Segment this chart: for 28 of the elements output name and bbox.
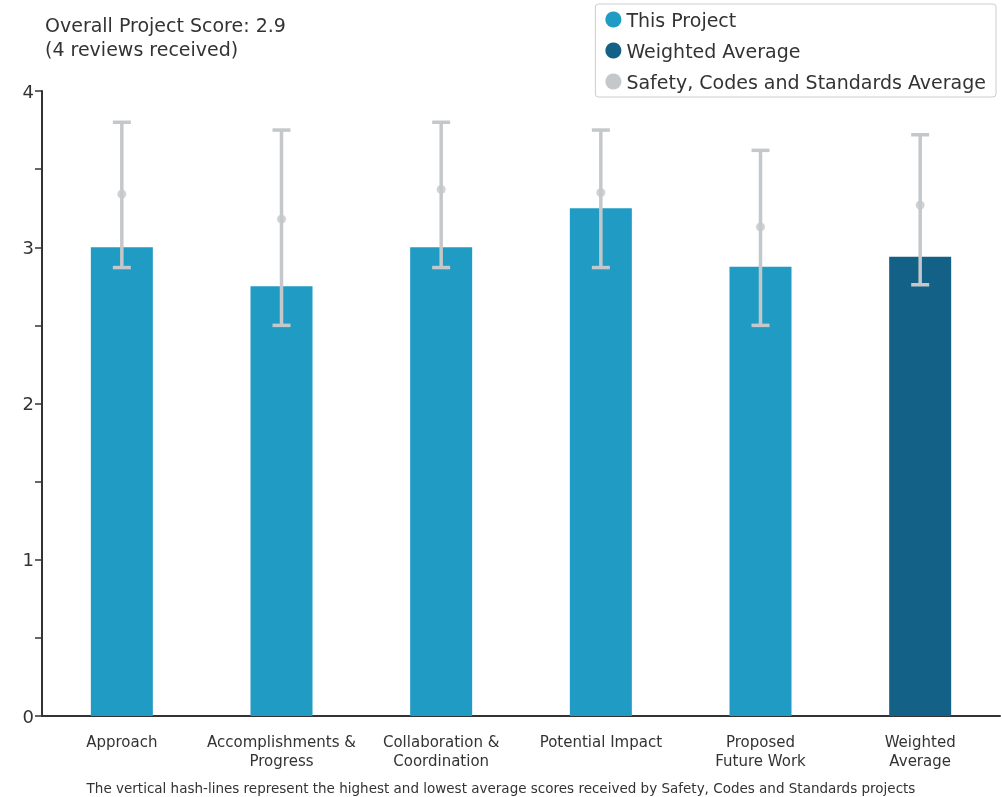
chart-title: Overall Project Score: 2.9 (4 reviews received) bbox=[45, 14, 286, 60]
x-tick-label: Weighted Average bbox=[884, 732, 956, 770]
bar bbox=[250, 286, 313, 716]
y-tick-label: 3 bbox=[22, 236, 34, 258]
text: The vertical hash-lines represent the highest and lowest average scores received by Safety, Codes and Standards projects bbox=[85, 780, 916, 796]
bar bbox=[889, 256, 952, 716]
y-tick-label: 4 bbox=[22, 80, 34, 102]
bar bbox=[569, 208, 632, 716]
legend-label: Weighted Average bbox=[626, 39, 801, 62]
x-tick-label: Potential Impact bbox=[539, 732, 663, 751]
x-tick-label: Proposed Future Work bbox=[715, 732, 807, 770]
legend-label: This Project bbox=[625, 8, 737, 31]
point bbox=[436, 184, 446, 194]
y-tick-label: 1 bbox=[22, 549, 34, 571]
x-tick-label: Approach bbox=[86, 732, 158, 751]
y-tick-label: 2 bbox=[22, 393, 34, 414]
legend-label: Safety, Codes and Standards Average bbox=[626, 70, 987, 93]
point bbox=[277, 214, 286, 224]
y-tick-label: 0 bbox=[22, 705, 34, 727]
bar bbox=[410, 247, 473, 716]
point bbox=[596, 188, 606, 198]
point bbox=[756, 222, 765, 232]
bar bbox=[729, 266, 792, 716]
point bbox=[915, 200, 925, 210]
x-tick-label: Collaboration & Coordination bbox=[382, 732, 500, 770]
point bbox=[117, 189, 127, 199]
x-tick-label: Accomplishments & Progress bbox=[207, 732, 357, 770]
bar bbox=[90, 247, 153, 716]
